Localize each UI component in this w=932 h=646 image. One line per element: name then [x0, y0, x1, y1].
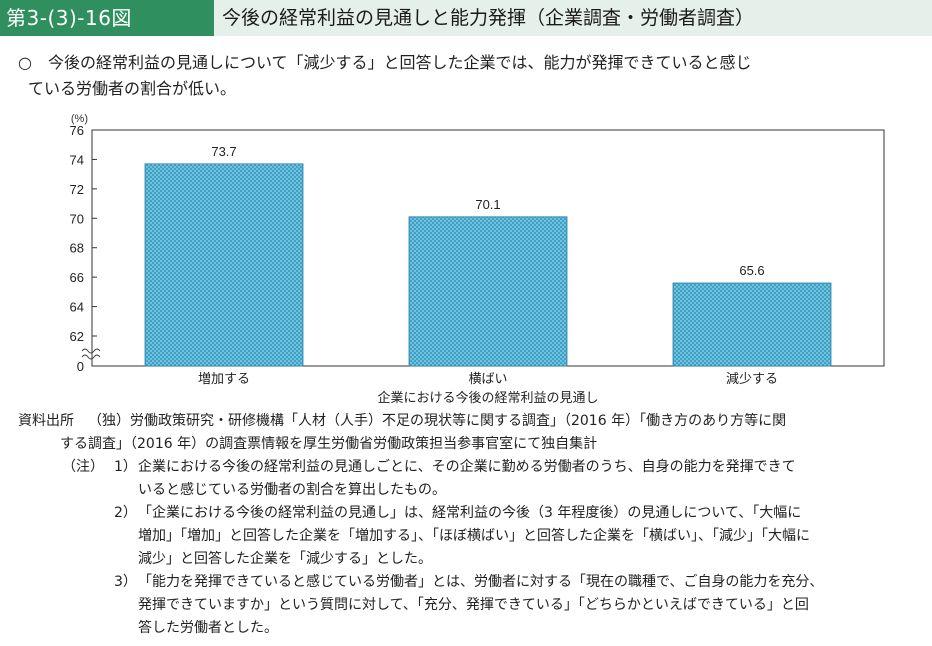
data-label: 65.6	[739, 263, 764, 278]
note-line: 「企業における今後の経常利益の見通し」は、経常利益の今後（3 年程度後）の見通し…	[138, 505, 802, 521]
x-tick-label: 横ばい	[468, 371, 507, 386]
y-tick-label: 70	[70, 211, 84, 226]
note-line: 増加」「増加」と回答した企業を「増加する」、「ほぼ横ばい」と回答した企業を「横ば…	[138, 528, 810, 544]
note-line: 企業における今後の経常利益の見通しごとに、その企業に勤める労働者のうち、自身の能…	[138, 459, 796, 475]
x-tick-label: 増加する	[198, 371, 250, 386]
data-label: 73.7	[211, 144, 236, 159]
note-line: 「能力を発揮できていると感じている労働者」とは、労働者に対する「現在の職種で、ご…	[138, 574, 824, 590]
y-tick-label: 64	[70, 300, 84, 315]
axis-break-mark	[81, 354, 101, 360]
note-number: 2）	[114, 505, 137, 521]
note-line: 発揮できていますか」という質問に対して、「充分、発揮できている」「どちらかといえ…	[138, 597, 809, 613]
note-number: 3）	[114, 574, 137, 590]
note-number: 1）	[114, 459, 137, 475]
summary-line-1: 今後の経常利益の見通しについて「減少する」と回答した企業では、能力が発揮できてい…	[48, 53, 752, 72]
bar	[408, 216, 568, 367]
source-heading: 資料出所	[18, 413, 74, 429]
figure-title: 今後の経常利益の見通しと能力発揮（企業調査・労働者調査）	[222, 7, 755, 29]
figure-number: 第3-(3)-16図	[0, 0, 214, 36]
notes-heading: （注）	[62, 459, 104, 475]
source-line-1: （独）労働政策研究・研修機構「人材（人手）不足の現状等に関する調査」（2016 …	[88, 413, 787, 429]
y-tick-label: 62	[70, 329, 84, 344]
data-label: 70.1	[475, 197, 500, 212]
bar	[672, 282, 832, 367]
x-tick-label: 減少する	[726, 371, 778, 386]
y-tick-label: 68	[70, 241, 84, 256]
note-line: いると感じている労働者の割合を算出したもの。	[138, 482, 446, 498]
title-bar: 第3-(3)-16図 今後の経常利益の見通しと能力発揮（企業調査・労働者調査）	[0, 0, 932, 36]
y-tick-label: 72	[70, 182, 84, 197]
note-line: 減少」と回答した企業を「減少する」とした。	[138, 551, 432, 567]
summary-line-2: ている労働者の割合が低い。	[28, 79, 237, 98]
bar	[144, 163, 304, 367]
bar-chart: (%) 62 64 66 68 70 72 74 76 0 73.7 増加する 70.1 横ばい 65.6 減…	[70, 113, 885, 404]
bullet-circle-icon: ○	[18, 53, 32, 72]
source-line-2: する調査」（2016 年）の調査票情報を厚生労働省労働政策担当参事官室にて独自集…	[60, 436, 598, 452]
x-axis-title: 企業における今後の経常利益の見通し	[377, 390, 598, 404]
y-tick-label: 74	[70, 152, 84, 167]
y-tick-label: 76	[70, 123, 84, 138]
axis-break-mark	[81, 348, 101, 354]
y-tick-label: 66	[70, 270, 84, 285]
y-origin-label: 0	[77, 359, 84, 374]
y-axis-unit-label: (%)	[71, 113, 88, 125]
note-line: 答した労働者とした。	[138, 620, 278, 636]
